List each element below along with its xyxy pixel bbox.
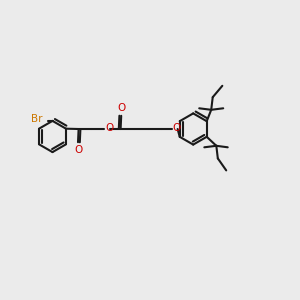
Text: O: O bbox=[105, 123, 114, 134]
Text: Br: Br bbox=[32, 114, 43, 124]
Text: O: O bbox=[117, 103, 125, 113]
Text: O: O bbox=[74, 145, 82, 155]
Text: O: O bbox=[173, 123, 181, 134]
